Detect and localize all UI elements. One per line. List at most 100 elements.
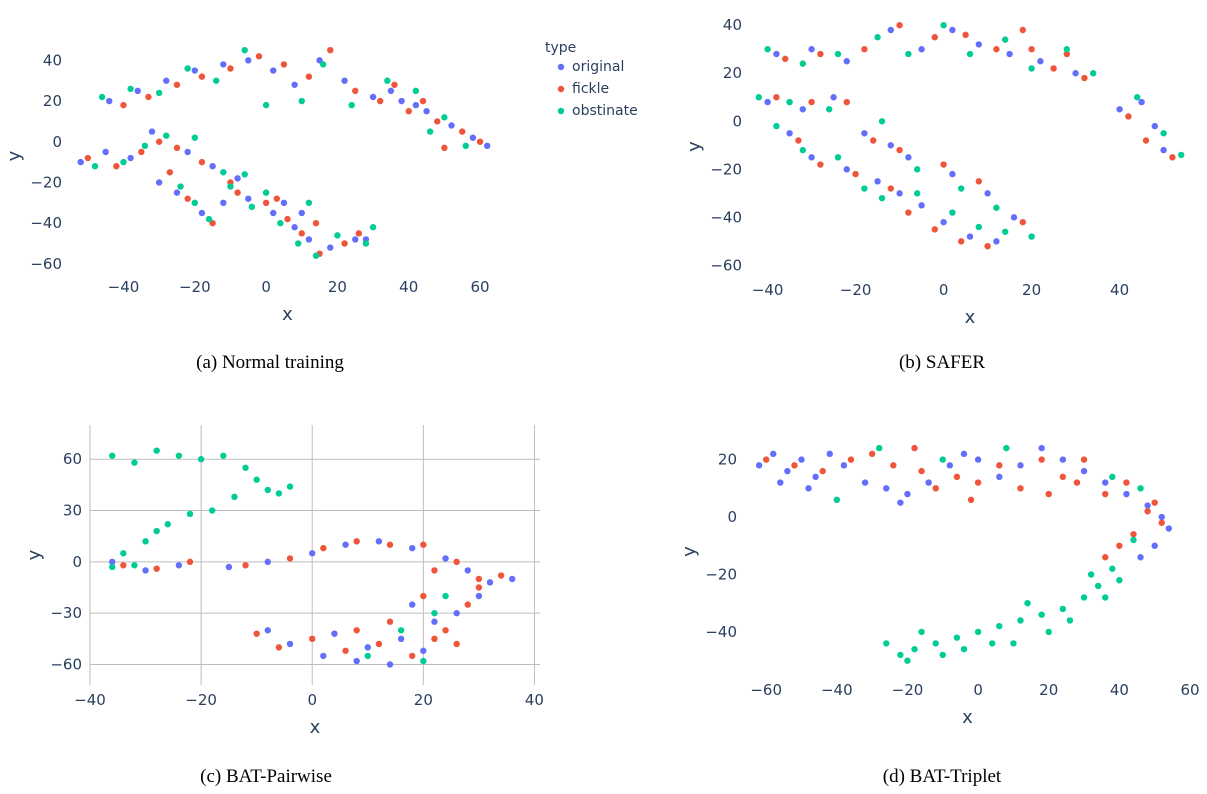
data-point-fickle xyxy=(974,479,982,486)
data-point-original xyxy=(245,195,252,202)
data-point-fickle xyxy=(242,562,249,569)
data-point-obstinate xyxy=(773,122,780,130)
data-point-obstinate xyxy=(109,452,116,459)
data-point-fickle xyxy=(817,50,824,58)
data-point-obstinate xyxy=(799,60,806,67)
data-point-fickle xyxy=(762,456,770,463)
legend: type original fickle obstinate xyxy=(545,40,638,119)
data-point-obstinate xyxy=(786,98,793,106)
data-point-original xyxy=(409,544,416,552)
x-tick-label: 20 xyxy=(328,278,347,296)
data-point-fickle xyxy=(377,97,384,105)
data-point-fickle xyxy=(1059,473,1067,481)
data-point-obstinate xyxy=(764,46,771,53)
data-point-fickle xyxy=(441,144,448,152)
data-point-original xyxy=(184,148,191,156)
data-point-fickle xyxy=(280,61,288,68)
data-point-obstinate xyxy=(1080,594,1088,601)
x-tick-label: −40 xyxy=(821,681,853,699)
data-point-fickle xyxy=(843,98,850,106)
data-point-obstinate xyxy=(826,106,833,113)
data-point-obstinate xyxy=(1178,151,1185,159)
data-point-obstinate xyxy=(966,50,974,58)
data-point-obstinate xyxy=(883,640,890,647)
data-point-original xyxy=(1138,98,1145,106)
y-tick-label: −30 xyxy=(50,604,82,622)
data-point-fickle xyxy=(305,73,313,80)
data-point-fickle xyxy=(255,53,263,60)
data-point-obstinate xyxy=(878,194,886,202)
data-point-obstinate xyxy=(212,77,220,84)
data-point-obstinate xyxy=(227,183,234,190)
data-point-fickle xyxy=(996,462,1003,469)
data-point-original xyxy=(486,579,494,586)
data-point-obstinate xyxy=(164,521,171,528)
data-point-original xyxy=(770,450,777,458)
data-point-original xyxy=(291,224,298,231)
data-point-obstinate xyxy=(1066,617,1074,624)
data-point-original xyxy=(341,77,348,84)
data-point-fickle xyxy=(1019,218,1026,226)
data-point-fickle xyxy=(286,555,294,562)
data-point-original xyxy=(102,148,109,156)
data-point-obstinate xyxy=(939,651,946,659)
legend-label-fickle: fickle xyxy=(572,81,609,97)
data-point-original xyxy=(777,479,784,486)
data-point-obstinate xyxy=(120,158,127,166)
data-point-obstinate xyxy=(184,65,191,72)
data-point-original xyxy=(245,57,252,64)
data-point-obstinate xyxy=(420,657,427,665)
data-point-fickle xyxy=(419,97,427,105)
data-point-obstinate xyxy=(1090,70,1097,77)
x-tick-label: 0 xyxy=(261,278,271,296)
data-point-obstinate xyxy=(1059,605,1067,613)
data-point-original xyxy=(442,555,449,562)
x-tick-label: −20 xyxy=(892,681,924,699)
x-tick-label: 20 xyxy=(414,691,433,709)
data-point-obstinate xyxy=(220,452,227,459)
data-point-original xyxy=(469,134,477,141)
data-point-fickle xyxy=(166,169,174,176)
data-point-original xyxy=(1144,502,1151,509)
data-point-original xyxy=(234,175,241,182)
data-point-original xyxy=(225,563,233,571)
data-point-fickle xyxy=(1073,479,1081,486)
data-point-obstinate xyxy=(127,85,134,93)
data-point-obstinate xyxy=(348,101,355,109)
data-point-original xyxy=(386,661,394,668)
data-point-original xyxy=(331,630,338,637)
data-point-obstinate xyxy=(914,190,921,197)
data-point-obstinate xyxy=(175,452,183,459)
data-point-original xyxy=(270,67,277,74)
data-point-obstinate xyxy=(1028,65,1035,72)
data-point-obstinate xyxy=(205,215,213,223)
data-point-obstinate xyxy=(231,493,238,501)
data-point-fickle xyxy=(420,592,427,600)
legend-label-obstinate: obstinate xyxy=(572,103,638,119)
data-point-fickle xyxy=(459,128,466,135)
data-point-original xyxy=(431,618,438,625)
x-tick-label: −40 xyxy=(752,281,784,299)
data-point-fickle xyxy=(953,473,961,481)
data-point-original xyxy=(918,46,925,53)
x-tick-label: 40 xyxy=(525,691,544,709)
data-point-obstinate xyxy=(932,640,939,647)
data-point-obstinate xyxy=(286,483,294,490)
data-point-fickle xyxy=(932,485,939,492)
data-point-original xyxy=(883,485,890,492)
data-point-fickle xyxy=(896,22,903,29)
x-tick-label: −20 xyxy=(840,281,872,299)
data-point-obstinate xyxy=(163,132,170,139)
data-point-original xyxy=(784,467,791,475)
data-point-obstinate xyxy=(1137,485,1144,492)
data-point-obstinate xyxy=(974,628,982,636)
data-point-original xyxy=(975,41,982,48)
data-point-original xyxy=(342,541,349,548)
data-point-fickle xyxy=(464,601,471,608)
data-point-fickle xyxy=(275,644,283,651)
data-point-obstinate xyxy=(362,240,370,247)
data-point-original xyxy=(173,189,181,196)
data-point-obstinate xyxy=(197,456,205,463)
data-point-obstinate xyxy=(153,447,160,454)
